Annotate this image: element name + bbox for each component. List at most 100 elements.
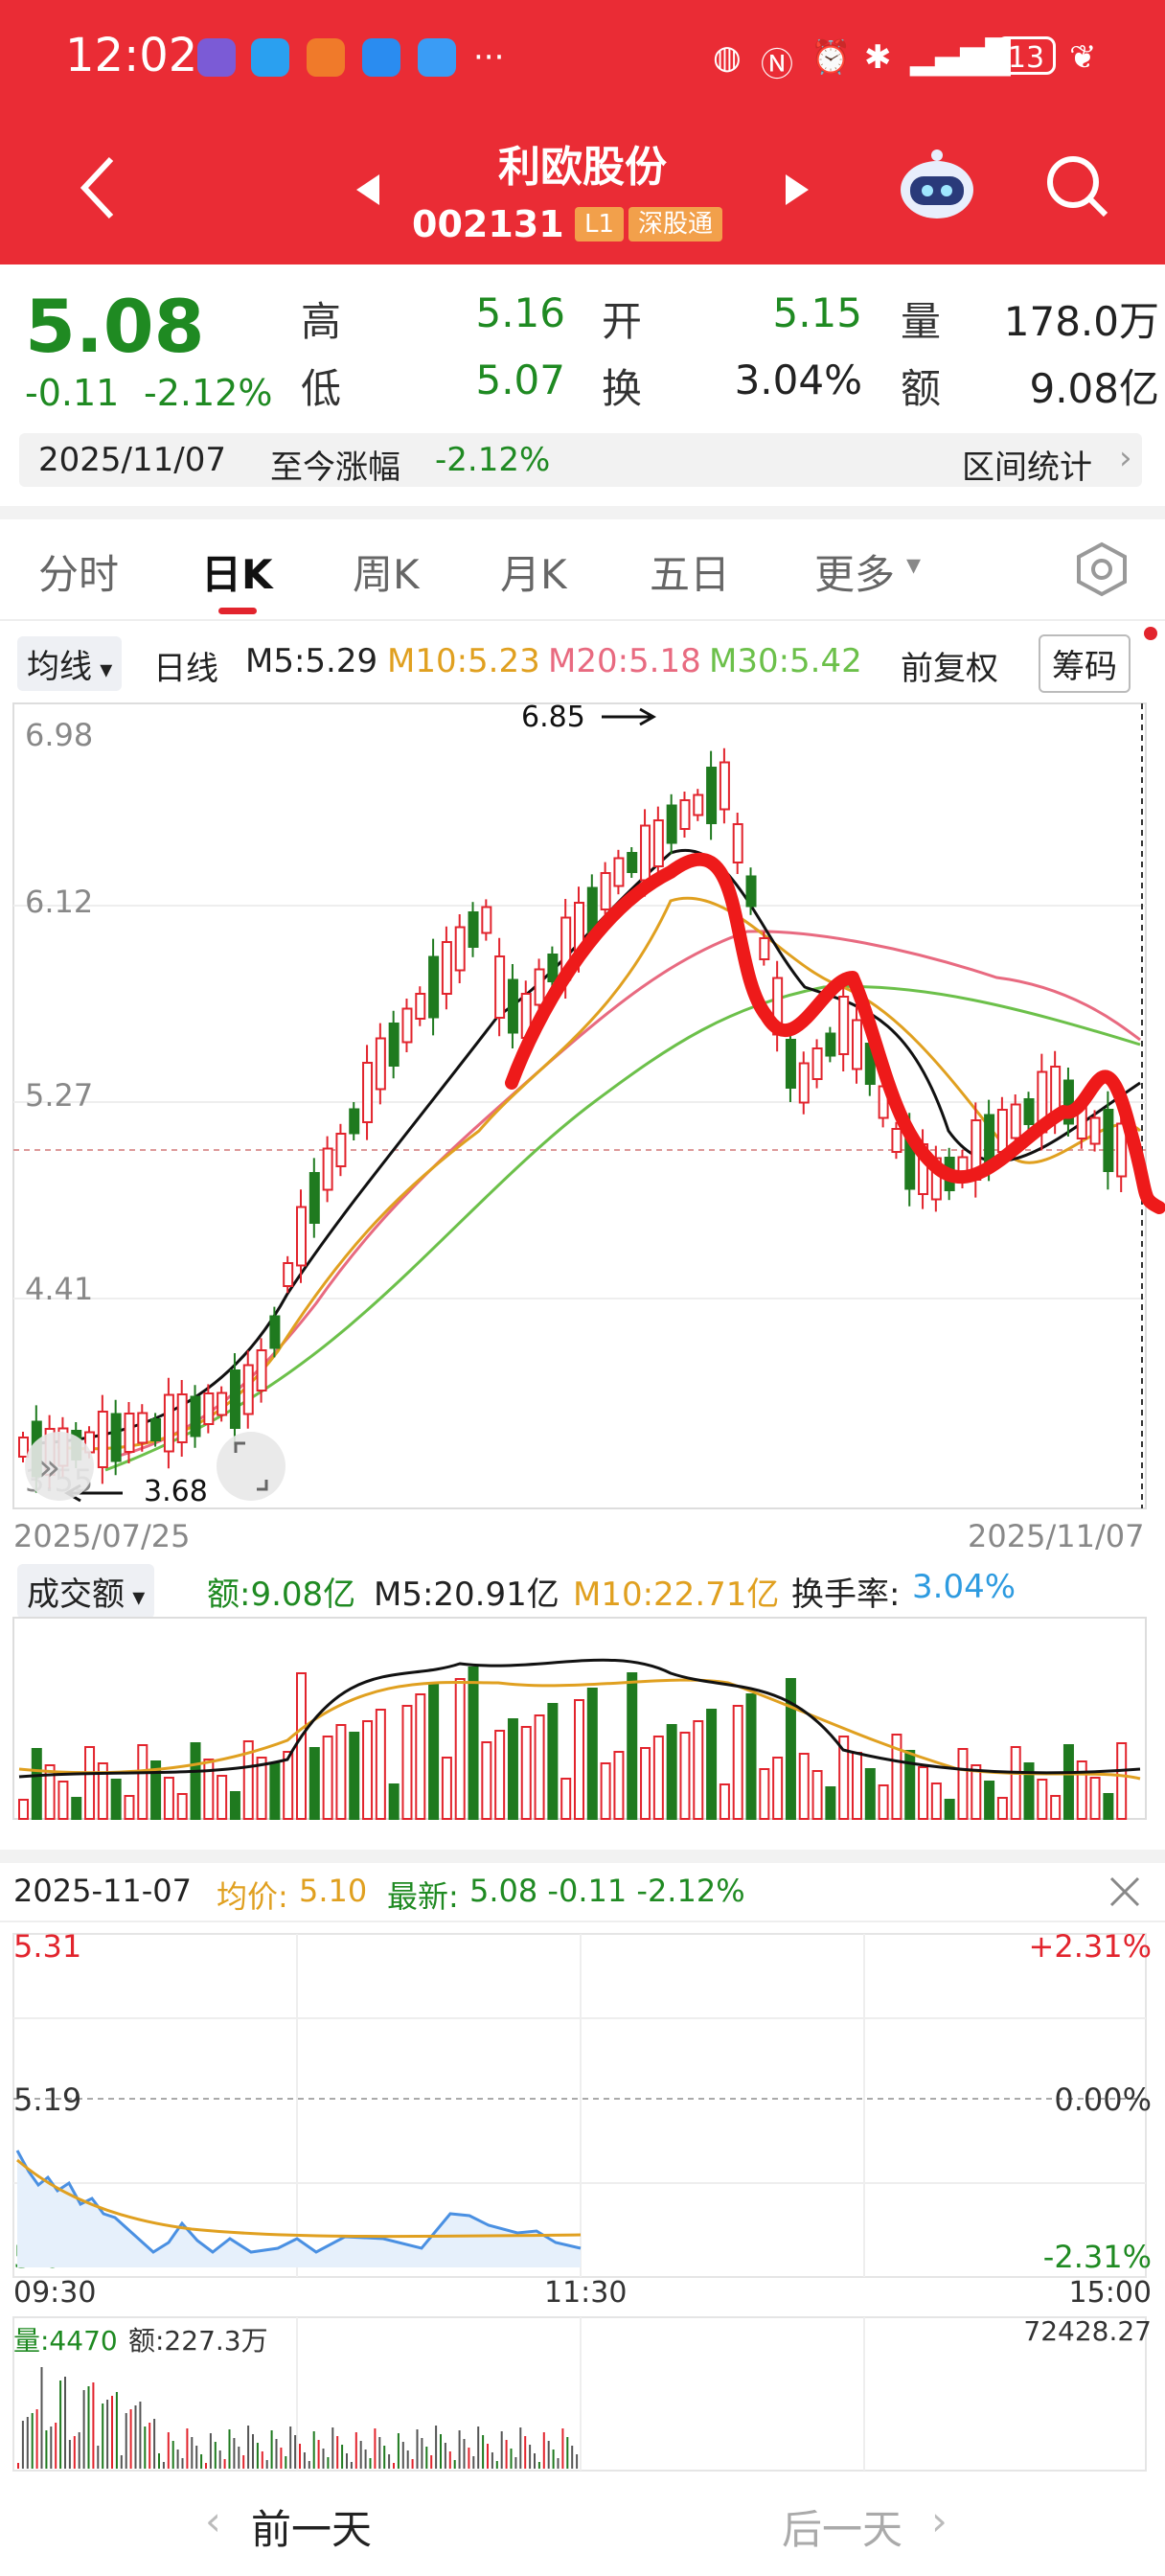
data-saver-icon: ◍ <box>713 38 742 77</box>
leaf-icon: ❦ <box>1069 38 1097 77</box>
candle-body <box>507 978 518 1034</box>
range-stats-button[interactable]: 区间统计 <box>962 448 1092 487</box>
intraday-volume-bar <box>411 2459 414 2469</box>
intraday-chart[interactable]: 5.31 5.19 5.07 +2.31% 0.00% -2.31% 09:30… <box>0 1926 1165 2472</box>
intraday-volume-bar <box>294 2435 297 2469</box>
candle-body <box>203 1392 215 1425</box>
volume-indicator-label: 成交额 <box>27 1576 125 1614</box>
y-axis-label: 5.27 <box>25 1077 93 1114</box>
search-icon[interactable] <box>1044 153 1111 220</box>
tab-daily-k[interactable]: 日K <box>201 551 273 598</box>
next-stock-icon[interactable] <box>782 172 811 207</box>
volume-bar <box>944 1799 955 1820</box>
kline-date-start: 2025/07/25 <box>13 1518 191 1554</box>
intraday-volume-bar <box>463 2439 466 2469</box>
intraday-last-label: 最新: <box>387 1878 459 1915</box>
intraday-volume-bar <box>139 2402 142 2469</box>
candle-body <box>666 804 677 844</box>
next-day-button[interactable]: 后一天 <box>782 2506 903 2553</box>
intraday-volume-bar <box>425 2447 428 2469</box>
intraday-volume-bar <box>317 2440 320 2469</box>
volume-bar <box>613 1751 625 1820</box>
volume-bar <box>1116 1742 1128 1820</box>
expand-left-button[interactable] <box>25 1432 94 1501</box>
volume-bar <box>229 1791 240 1820</box>
volume-bar <box>838 1736 850 1820</box>
volume-bar <box>586 1688 598 1820</box>
tab-five-day[interactable]: 五日 <box>650 551 731 598</box>
intraday-volume-bar <box>289 2426 292 2469</box>
volume-bar <box>217 1775 228 1820</box>
volume-bar <box>574 1699 584 1820</box>
candle-body <box>534 968 545 1006</box>
intraday-volume-bar <box>285 2456 287 2469</box>
volume-bar <box>137 1744 148 1820</box>
volume-bar <box>454 1678 466 1820</box>
m30-label: M30:5.42 <box>709 642 862 680</box>
back-icon[interactable] <box>75 153 121 222</box>
y-axis-label: 4.41 <box>25 1271 93 1307</box>
intraday-last-value: 5.08 -0.11 -2.12% <box>469 1873 745 1909</box>
candle-body <box>137 1412 148 1444</box>
intraday-volume-bar <box>406 2450 409 2469</box>
intraday-volume-bar <box>359 2441 362 2469</box>
candle-body <box>229 1369 240 1429</box>
close-icon[interactable] <box>1106 1873 1144 1911</box>
open-label: 开 <box>602 298 643 345</box>
volume-bar <box>1050 1795 1062 1820</box>
intraday-volume-bar <box>566 2437 569 2469</box>
candle-body <box>176 1393 188 1443</box>
candle-body <box>97 1411 108 1468</box>
intraday-volume-bar <box>111 2396 113 2469</box>
volume-indicator-select[interactable]: 成交额 ▾ <box>17 1564 155 1619</box>
tab-more[interactable]: 更多 <box>814 551 896 598</box>
candle-body <box>891 1128 902 1153</box>
volume-bar <box>1023 1762 1035 1820</box>
intraday-volume-bar <box>510 2449 513 2469</box>
fullscreen-button[interactable] <box>217 1432 286 1501</box>
intraday-volume-bar <box>495 2461 498 2469</box>
tab-weekly-k[interactable]: 周K <box>353 551 420 598</box>
volume-bar <box>71 1797 82 1820</box>
volume-bar <box>627 1672 638 1820</box>
ma-select[interactable]: 均线 ▾ <box>17 636 123 691</box>
kline-chart[interactable]: 6.98 6.12 5.27 4.41 3.55 6.85 3.68 » <box>0 700 1165 1562</box>
intraday-volume-bar <box>68 2440 71 2469</box>
high-label: 高 <box>301 298 342 345</box>
intraday-volume-bar <box>303 2452 306 2469</box>
chips-button[interactable]: 筹码 <box>1039 634 1131 693</box>
settings-hexagon-icon[interactable] <box>1073 540 1131 598</box>
adjust-button[interactable]: 前复权 <box>901 650 998 688</box>
prev-stock-icon[interactable] <box>354 172 383 207</box>
intraday-amt-label: 额:227.3万 <box>128 2325 268 2357</box>
bluetooth-icon: ✱ <box>864 38 892 77</box>
intraday-volume-bar <box>78 2432 80 2469</box>
intraday-volume-bar <box>73 2436 76 2469</box>
intraday-volume-bar <box>148 2423 151 2469</box>
intraday-volume-bar <box>542 2432 545 2469</box>
intraday-volume-bar <box>435 2426 438 2469</box>
intraday-volume-bar <box>40 2367 43 2469</box>
price-change: -0.11 <box>25 372 120 414</box>
volume-bar <box>719 1783 730 1820</box>
volume-bar <box>415 1693 426 1820</box>
caret-down-icon: ▾ <box>125 1583 146 1612</box>
volume-bar <box>918 1766 929 1820</box>
prev-day-button[interactable]: 前一天 <box>251 2506 373 2553</box>
candle-body <box>242 1364 254 1415</box>
tab-intraday[interactable]: 分时 <box>38 551 120 598</box>
volume-bar <box>811 1770 823 1820</box>
candle-body <box>362 1062 374 1123</box>
kline-frame <box>12 702 1147 1509</box>
intraday-volume-bar <box>519 2427 522 2469</box>
robot-assistant-icon[interactable] <box>897 148 977 224</box>
volume-bar <box>1076 1760 1087 1820</box>
price-area <box>17 2150 581 2267</box>
tab-monthly-k[interactable]: 月K <box>500 551 567 598</box>
low-value: 5.07 <box>475 356 565 403</box>
range-bar[interactable]: 2025/11/07 至今涨幅 -2.12% 区间统计 › <box>19 433 1142 487</box>
intraday-volume-bar <box>162 2462 165 2469</box>
volume-amount: 额:9.08亿 <box>207 1576 356 1614</box>
intraday-volume-bar <box>529 2445 532 2469</box>
volume-bar <box>428 1682 440 1820</box>
